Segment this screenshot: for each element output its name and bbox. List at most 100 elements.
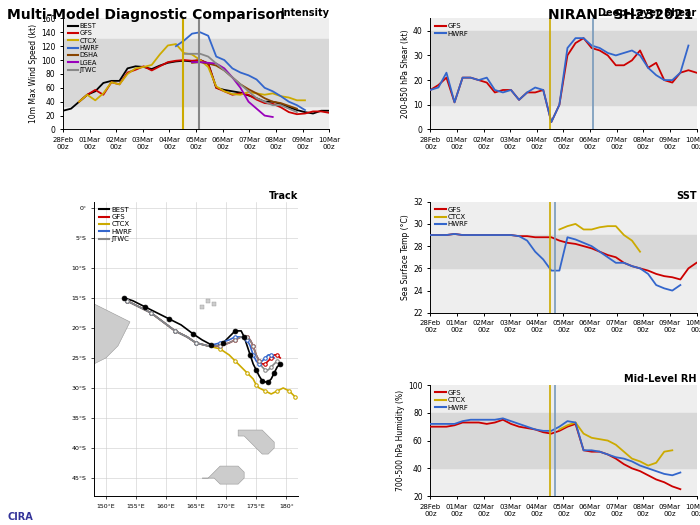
CTCX [636,458,644,465]
GFS [660,273,668,279]
HWRF [434,421,442,427]
GFS [523,425,531,431]
GFS [660,77,668,83]
GFS [603,252,612,258]
GFS [482,232,491,238]
CTCX [603,437,612,444]
Line: HWRF: HWRF [430,38,688,122]
GFS [555,237,564,244]
Line: GFS: GFS [430,38,696,122]
CTCX [580,430,588,437]
GFS [466,232,475,238]
HWRF [668,472,676,478]
HWRF [531,426,540,433]
HWRF [539,428,547,434]
GFS [620,461,628,467]
HWRF [644,65,652,71]
GFS [571,241,580,247]
GFS [628,465,636,471]
HWRF [652,72,660,78]
HWRF [491,87,499,93]
GFS [450,99,459,106]
GFS [580,243,588,249]
Legend: BEST, GFS, CTCX, HWRF, JTWC: BEST, GFS, CTCX, HWRF, JTWC [97,205,134,244]
Bar [430,440,696,468]
HWRF [668,287,676,293]
HWRF [660,471,668,477]
Bar [430,31,696,80]
Y-axis label: Sea Surface Temp (°C): Sea Surface Temp (°C) [401,214,410,300]
Bar [430,80,696,105]
GFS [603,452,612,458]
CTCX [628,237,636,244]
GFS [434,232,442,238]
HWRF [523,237,531,244]
HWRF [491,417,499,423]
GFS [547,234,556,240]
GFS [475,77,483,83]
GFS [636,47,644,54]
HWRF [636,265,644,271]
CTCX [668,447,676,454]
Line: CTCX: CTCX [559,423,672,466]
HWRF [587,43,596,49]
GFS [564,52,572,59]
HWRF [676,469,685,476]
HWRF [652,282,660,288]
HWRF [442,232,451,238]
HWRF [555,267,564,274]
CTCX [620,448,628,455]
HWRF [498,232,507,238]
HWRF [636,52,644,59]
GFS [668,79,676,86]
GFS [580,447,588,454]
GFS [555,428,564,434]
Text: SST: SST [676,191,696,201]
HWRF [450,421,459,427]
GFS [498,87,507,93]
CTCX [564,223,572,229]
GFS [628,57,636,64]
GFS [596,448,604,455]
HWRF [555,424,564,430]
HWRF [491,232,499,238]
Polygon shape [0,292,130,442]
Text: Intensity: Intensity [280,7,329,18]
HWRF [466,75,475,81]
GFS [507,232,515,238]
HWRF [676,69,685,76]
HWRF [475,232,483,238]
GFS [652,60,660,66]
Polygon shape [202,466,244,484]
GFS [523,233,531,239]
HWRF [475,77,483,83]
HWRF [555,102,564,108]
GFS [603,52,612,59]
GFS [491,89,499,96]
GFS [644,472,652,478]
Line: HWRF: HWRF [430,234,680,290]
HWRF [426,87,435,93]
Y-axis label: 200-850 hPa Shear (kt): 200-850 hPa Shear (kt) [401,29,410,118]
HWRF [547,119,556,125]
GFS [514,233,523,239]
Line: HWRF: HWRF [430,418,680,475]
HWRF [628,458,636,465]
GFS [426,232,435,238]
GFS [620,260,628,266]
HWRF [596,448,604,455]
HWRF [564,418,572,424]
GFS [684,265,692,271]
HWRF [434,85,442,91]
Text: NIRAN - SH232021: NIRAN - SH232021 [547,8,693,22]
GFS [514,424,523,430]
GFS [660,479,668,486]
HWRF [571,236,580,243]
HWRF [547,267,556,274]
HWRF [531,85,540,91]
GFS [612,456,620,462]
HWRF [580,35,588,41]
CTCX [587,226,596,233]
GFS [587,245,596,251]
HWRF [628,263,636,269]
